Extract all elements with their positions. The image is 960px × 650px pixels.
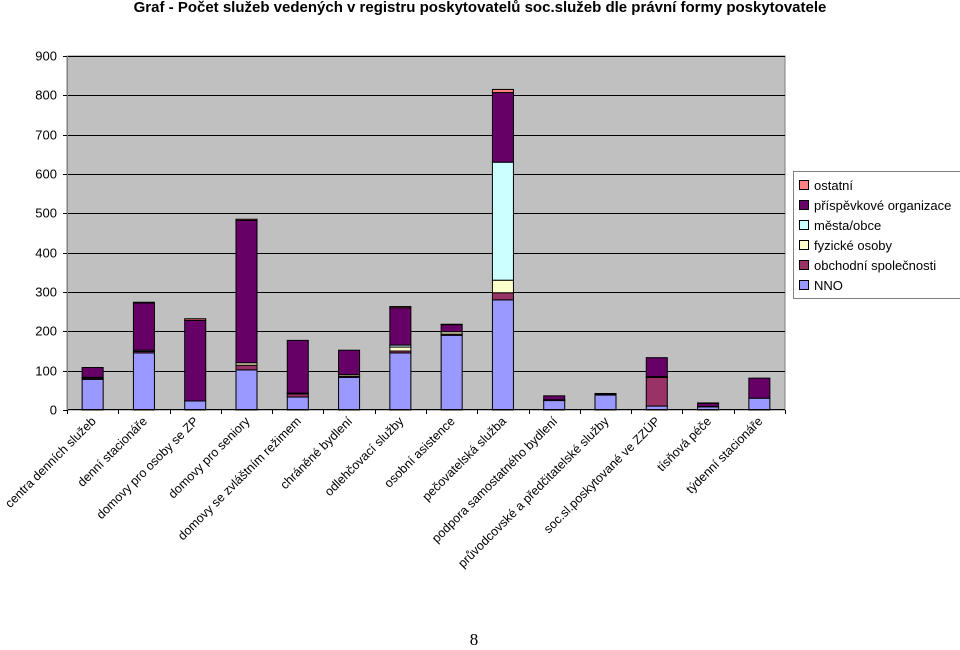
legend-label: města/obce (814, 218, 881, 233)
y-tick-label: 900 (35, 49, 57, 64)
y-tick-label: 100 (35, 364, 57, 379)
legend-item: města/obce (794, 215, 960, 235)
bar-segment (390, 308, 411, 345)
y-tick-label: 700 (35, 128, 57, 143)
y-tick-label: 300 (35, 285, 57, 300)
legend: ostatní příspěvkové organizace města/obce f… (793, 171, 960, 299)
bar-segment (339, 377, 360, 410)
legend-swatch (799, 280, 809, 290)
bar-segment (185, 319, 206, 321)
legend-label: příspěvkové organizace (814, 198, 951, 213)
bar-segment (544, 401, 565, 410)
bar-segment (236, 370, 257, 410)
x-tick-label: centra denních služeb (2, 414, 98, 510)
bar-segment (82, 379, 103, 410)
x-tick-label: domovy pro osoby se ZP (94, 414, 202, 522)
bar-segment (236, 220, 257, 362)
bar-segment (749, 378, 770, 398)
bar-segment (287, 397, 308, 410)
bar-segment (236, 365, 257, 370)
y-tick-label: 200 (35, 324, 57, 339)
bar-segment (390, 353, 411, 410)
legend-item: příspěvkové organizace (794, 195, 960, 215)
legend-label: NNO (814, 278, 843, 293)
bar-segment (441, 335, 462, 410)
y-tick-label: 600 (35, 167, 57, 182)
legend-swatch (799, 240, 809, 250)
bar-segment (133, 353, 154, 410)
bar-segment (236, 219, 257, 220)
bar-segment (390, 307, 411, 308)
bar-segment (339, 350, 360, 374)
bar-segment (390, 347, 411, 351)
y-tick-label: 400 (35, 246, 57, 261)
legend-swatch (799, 220, 809, 230)
y-tick-label: 0 (50, 403, 57, 418)
bar-segment (492, 93, 513, 163)
y-tick-labels: 0 100 200 300 400 500 600 700 800 900 (35, 49, 67, 418)
legend-swatch (799, 200, 809, 210)
legend-item: fyzické osoby (794, 235, 960, 255)
bar-segment (492, 162, 513, 280)
bar-segment (646, 358, 667, 377)
plot-area (67, 56, 785, 410)
bar-segment (492, 89, 513, 92)
bar-segment (441, 325, 462, 332)
bar-segment (544, 396, 565, 400)
legend-item: ostatní (794, 175, 960, 195)
legend-item: obchodní společnosti (794, 255, 960, 275)
legend-swatch (799, 260, 809, 270)
y-tick-label: 800 (35, 88, 57, 103)
bar-segment (749, 398, 770, 410)
legend-item: NNO (794, 275, 960, 295)
legend-label: fyzické osoby (814, 238, 892, 253)
y-tick-label: 500 (35, 206, 57, 221)
bar-segment (185, 320, 206, 401)
legend-label: obchodní společnosti (814, 258, 936, 273)
legend-swatch (799, 180, 809, 190)
bar-segment (492, 280, 513, 293)
bar-segment (646, 377, 667, 406)
legend-label: ostatní (814, 178, 853, 193)
bar-segment (595, 393, 616, 394)
bar-segment (492, 300, 513, 410)
bar-segment (133, 303, 154, 350)
bar-segment (82, 368, 103, 378)
bar-segment (492, 293, 513, 300)
x-tick-label: pečovatelská služba (420, 414, 510, 504)
bar-segment (185, 401, 206, 410)
bar-segment (595, 395, 616, 410)
bar-segment (133, 302, 154, 303)
page-number: 8 (0, 630, 948, 650)
bar-segment (287, 340, 308, 393)
